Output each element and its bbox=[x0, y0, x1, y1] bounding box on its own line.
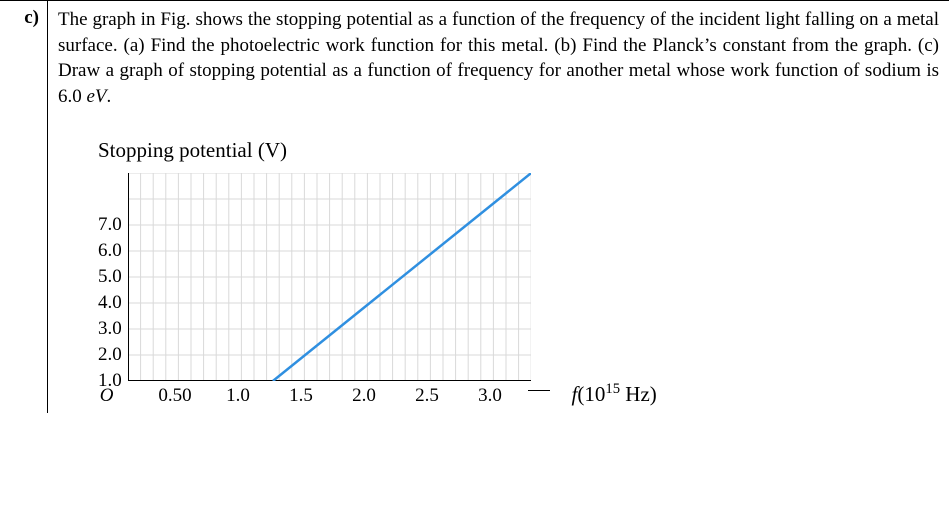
y-axis-labels: 7.06.05.04.03.02.01.0 bbox=[98, 212, 128, 407]
qtext-p1: The graph in Fig. shows the stopping pot… bbox=[58, 9, 939, 107]
x-tick-label: 0.50 bbox=[144, 385, 207, 407]
x-tick-label: 1.0 bbox=[207, 385, 270, 407]
qtext-p2: . bbox=[107, 86, 112, 107]
origin-label: O bbox=[100, 385, 114, 407]
x-tick-label: 2.0 bbox=[333, 385, 396, 407]
y-tick-label: 7.0 bbox=[98, 212, 122, 238]
x-tick-label: 1.5 bbox=[270, 385, 333, 407]
chart-plot bbox=[128, 173, 657, 381]
y-tick-label: 4.0 bbox=[98, 290, 122, 316]
figure: Stopping potential (V) 7.06.05.04.03.02.… bbox=[98, 138, 939, 407]
question-label: c) bbox=[0, 1, 48, 413]
x-axis-dash bbox=[528, 390, 550, 391]
x-axis-title: f(1015 Hz) bbox=[572, 381, 657, 407]
y-axis-title: Stopping potential (V) bbox=[98, 138, 939, 163]
y-tick-label: 5.0 bbox=[98, 264, 122, 290]
y-tick-label: 2.0 bbox=[98, 342, 122, 368]
x-axis-labels: O 0.501.01.52.02.53.0 bbox=[128, 385, 522, 407]
x-title-tail: Hz) bbox=[620, 382, 657, 406]
x-tick-label: 3.0 bbox=[459, 385, 522, 407]
x-title-open: (10 bbox=[577, 382, 605, 406]
y-tick-label: 6.0 bbox=[98, 238, 122, 264]
x-axis-row: O 0.501.01.52.02.53.0 f(1015 Hz) bbox=[128, 381, 657, 407]
question-text: The graph in Fig. shows the stopping pot… bbox=[58, 7, 939, 110]
qtext-unit: eV bbox=[87, 86, 107, 107]
question-body: The graph in Fig. shows the stopping pot… bbox=[48, 1, 949, 413]
x-title-exp: 15 bbox=[605, 381, 620, 397]
x-tick-label: 2.5 bbox=[396, 385, 459, 407]
y-tick-label: 3.0 bbox=[98, 316, 122, 342]
chart-svg bbox=[128, 173, 531, 381]
